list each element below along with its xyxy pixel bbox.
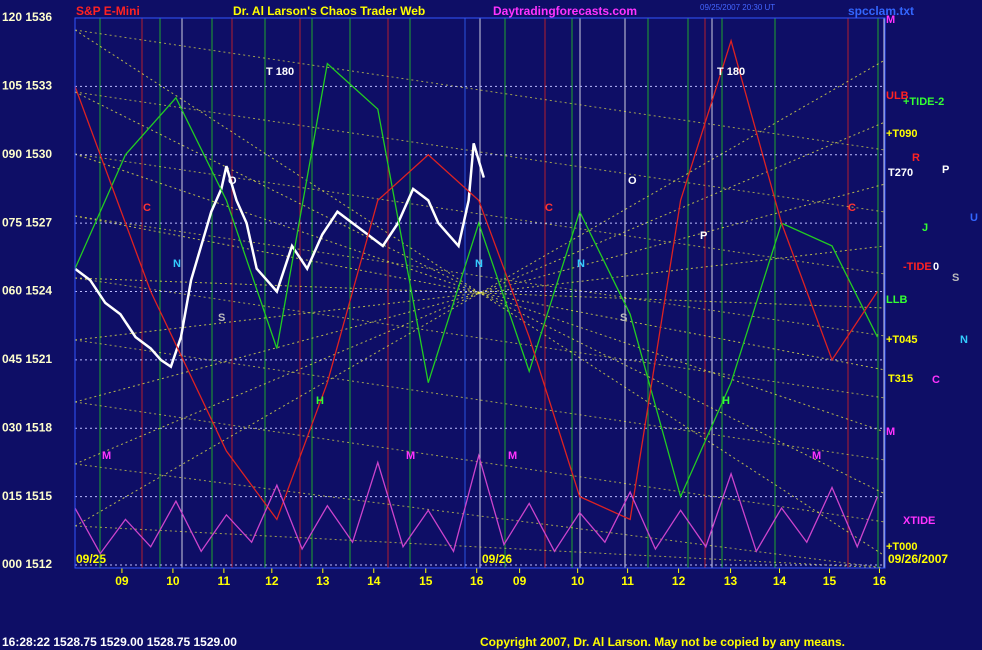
y-tick-label: 105 1533 <box>2 79 52 93</box>
annotation: +T000 <box>886 541 918 553</box>
x-tick-label: 12 <box>265 574 279 588</box>
annotation: H <box>722 395 730 407</box>
angle-line <box>74 91 886 495</box>
date-label: 09/26/2007 <box>888 552 948 566</box>
annotation: N <box>577 258 585 270</box>
annotation: C <box>545 202 553 214</box>
annotation: T 180 <box>717 66 745 78</box>
angle-line <box>74 91 886 213</box>
annotation: M <box>886 14 895 26</box>
angle-line <box>74 29 886 557</box>
y-tick-label: 075 1527 <box>2 215 52 229</box>
angle-line <box>74 29 886 151</box>
x-tick-label: 14 <box>773 574 787 588</box>
x-tick-label: 12 <box>672 574 686 588</box>
x-tick-label: 15 <box>823 574 837 588</box>
annotation: M <box>886 426 895 438</box>
quote: 16:28:22 1528.75 1529.00 1528.75 1529.00 <box>2 635 237 649</box>
series-line <box>74 62 879 499</box>
x-tick-label: 15 <box>419 574 433 588</box>
angle-line <box>74 463 886 569</box>
annotation: H <box>316 395 324 407</box>
annotation: +T090 <box>886 128 918 140</box>
x-tick-label: 16 <box>470 574 484 588</box>
y-tick-label: 045 1521 <box>2 352 52 366</box>
annotation: M <box>812 450 821 462</box>
annotation: LLB <box>886 294 907 306</box>
x-tick-label: 13 <box>316 574 330 588</box>
angle-line <box>74 121 886 465</box>
annotation: M <box>102 450 111 462</box>
series-line <box>74 38 878 521</box>
y-tick-label: 060 1524 <box>2 284 52 298</box>
x-tick-label: 09 <box>115 574 129 588</box>
copyright: Copyright 2007, Dr. Al Larson. May not b… <box>480 635 845 649</box>
y-tick-label: 015 1515 <box>2 489 52 503</box>
annotation: XTIDE <box>903 515 935 527</box>
x-tick-label: 14 <box>367 574 381 588</box>
symbol: S&P E-Mini <box>76 4 140 18</box>
x-tick-label: 09 <box>513 574 527 588</box>
annotation: O <box>628 175 637 187</box>
angle-line <box>74 245 886 341</box>
angle-line <box>74 153 886 275</box>
x-tick-label: 16 <box>873 574 887 588</box>
annotation: 0 <box>933 261 939 273</box>
annotation: J <box>922 222 928 234</box>
annotation: N <box>173 258 181 270</box>
angle-line <box>74 277 886 399</box>
series-line <box>74 143 485 369</box>
annotation: O <box>228 175 237 187</box>
annotation: C <box>143 202 151 214</box>
angle-line <box>74 277 886 309</box>
annotation: +TIDE-2 <box>903 96 944 108</box>
annotation: S <box>218 312 225 324</box>
annotation: C <box>932 374 940 386</box>
annotation: T 180 <box>266 66 294 78</box>
annotation: M <box>406 450 415 462</box>
annotation: N <box>960 334 968 346</box>
y-tick-label: 090 1530 <box>2 147 52 161</box>
angle-line <box>74 59 886 527</box>
annotation: U <box>970 212 978 224</box>
annotation: P <box>942 164 949 176</box>
x-tick-label: 13 <box>724 574 738 588</box>
file: spcclam.txt <box>848 4 914 18</box>
date-label: 09/25 <box>76 552 106 566</box>
annotation: ULB <box>886 90 909 102</box>
y-tick-label: 120 1536 <box>2 10 52 24</box>
annotation: T270 <box>888 167 913 179</box>
timestamp: 09/25/2007 20:30 UT <box>700 3 775 12</box>
annotation: P <box>700 230 707 242</box>
annotation: R <box>912 152 920 164</box>
annotation: M <box>508 450 517 462</box>
date-label: 09/26 <box>482 552 512 566</box>
annotation: S <box>952 272 959 284</box>
series-line <box>74 453 879 555</box>
angle-line <box>74 215 886 337</box>
plot-frame <box>74 17 886 569</box>
annotation: N <box>475 258 483 270</box>
chart-title: Dr. Al Larson's Chaos Trader Web <box>233 4 425 18</box>
annotation: S <box>620 312 627 324</box>
angle-line <box>74 525 886 569</box>
angle-line <box>74 401 886 523</box>
annotation: C <box>848 202 856 214</box>
annotation: T315 <box>888 373 913 385</box>
x-tick-label: 11 <box>621 574 634 588</box>
y-tick-label: 000 1512 <box>2 557 52 571</box>
y-tick-label: 030 1518 <box>2 420 52 434</box>
x-tick-label: 10 <box>166 574 180 588</box>
site: Daytradingforecasts.com <box>493 4 637 18</box>
x-tick-label: 10 <box>571 574 585 588</box>
annotation: +T045 <box>886 334 918 346</box>
x-tick-label: 11 <box>218 574 231 588</box>
annotations: T 180 T 180 ULB+TIDE-2 +T090 R T270 P U J -TIDE 0 S… <box>102 14 978 553</box>
annotation: -TIDE <box>903 261 932 273</box>
